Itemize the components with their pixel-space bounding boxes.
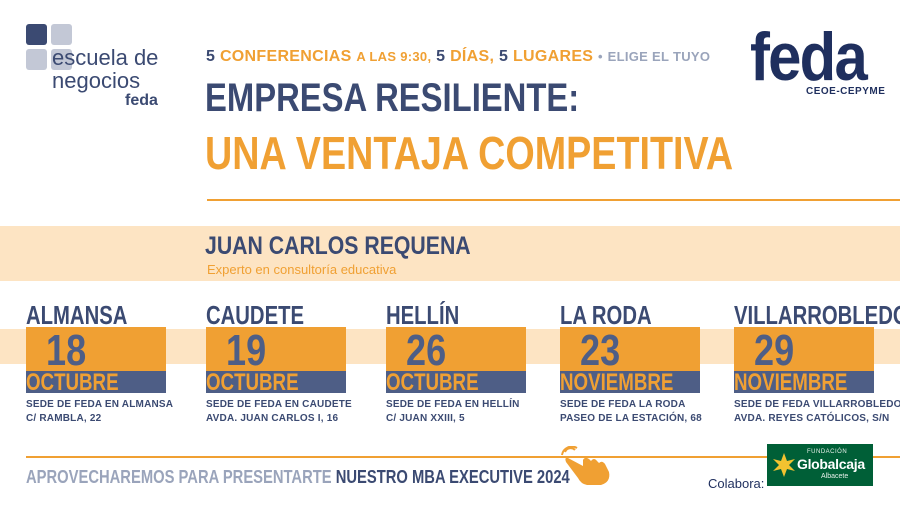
venue-city: CAUDETE (206, 300, 305, 330)
venue-address: SEDE DE FEDA LA RODA PASEO DE LA ESTACIÓ… (560, 399, 702, 424)
venue-city: HELLÍN (386, 300, 460, 330)
venue-address: SEDE DE FEDA EN CAUDETE AVDA. JUAN CARLO… (206, 399, 352, 424)
venue-address: SEDE DE FEDA VILLARROBLEDO AVDA. REYES C… (734, 399, 900, 424)
speaker-role: Experto en consultoría educativa (207, 262, 397, 277)
tagline: 5 CONFERENCIAS A LAS 9:30, 5 DÍAS, 5 LUG… (206, 48, 711, 65)
logo-square (51, 24, 72, 45)
venue-day: 19 (226, 326, 267, 375)
venue-day: 26 (406, 326, 447, 375)
date-block (386, 327, 526, 371)
venue-month: NOVIEMBRE (560, 369, 674, 396)
month-block (560, 371, 700, 393)
date-block (206, 327, 346, 371)
venue-address: SEDE DE FEDA EN ALMANSA C/ RAMBLA, 22 (26, 399, 174, 424)
feda-logo: feda (750, 19, 868, 95)
venue-month: NOVIEMBRE (734, 369, 848, 396)
footer-message: APROVECHAREMOS PARA PRESENTARTE NUESTRO … (26, 467, 570, 487)
venue-month: OCTUBRE (386, 369, 479, 396)
title-line-2: UNA VENTAJA COMPETITIVA (205, 127, 734, 179)
venue-address: SEDE DE FEDA EN HELLÍN C/ JUAN XXIII, 5 (386, 399, 520, 424)
logo-line-3: feda (125, 92, 158, 109)
month-block (206, 371, 346, 393)
footer-divider (26, 456, 900, 458)
month-block (734, 371, 874, 393)
logo-line-1: escuela de (52, 45, 159, 70)
sponsor-emblem-icon (773, 453, 795, 477)
venue-day: 29 (754, 326, 795, 375)
logo-square (26, 24, 47, 45)
month-block (26, 371, 166, 393)
date-block (26, 327, 166, 371)
venue-month: OCTUBRE (206, 369, 299, 396)
venue-day: 23 (580, 326, 621, 375)
date-block (734, 327, 874, 371)
logo-square (51, 49, 72, 70)
logo-line-2: negocios (52, 68, 141, 93)
venue-city: ALMANSA (26, 300, 128, 330)
title-line-1: EMPRESA RESILIENTE: (205, 76, 580, 120)
venue-day: 18 (46, 326, 87, 375)
pointing-hand-icon[interactable] (559, 446, 611, 486)
month-block (386, 371, 526, 393)
venue-city: LA RODA (560, 300, 652, 330)
sponsor-logo: FUNDACIÓN Globalcaja Albacete (767, 444, 873, 486)
colabora-label: Colabora: (708, 476, 765, 491)
logo-squares (26, 24, 72, 70)
venue-city: VILLARROBLEDO (734, 300, 900, 330)
speaker-band (0, 226, 900, 281)
logo-square (26, 49, 47, 70)
school-logo-text: escuela de negocios (52, 46, 158, 92)
feda-logo-sub: CEOE-CEPYME (806, 86, 886, 97)
date-block (560, 327, 700, 371)
divider (207, 199, 900, 201)
venue-month: OCTUBRE (26, 369, 119, 396)
speaker-name: JUAN CARLOS REQUENA (205, 232, 471, 260)
